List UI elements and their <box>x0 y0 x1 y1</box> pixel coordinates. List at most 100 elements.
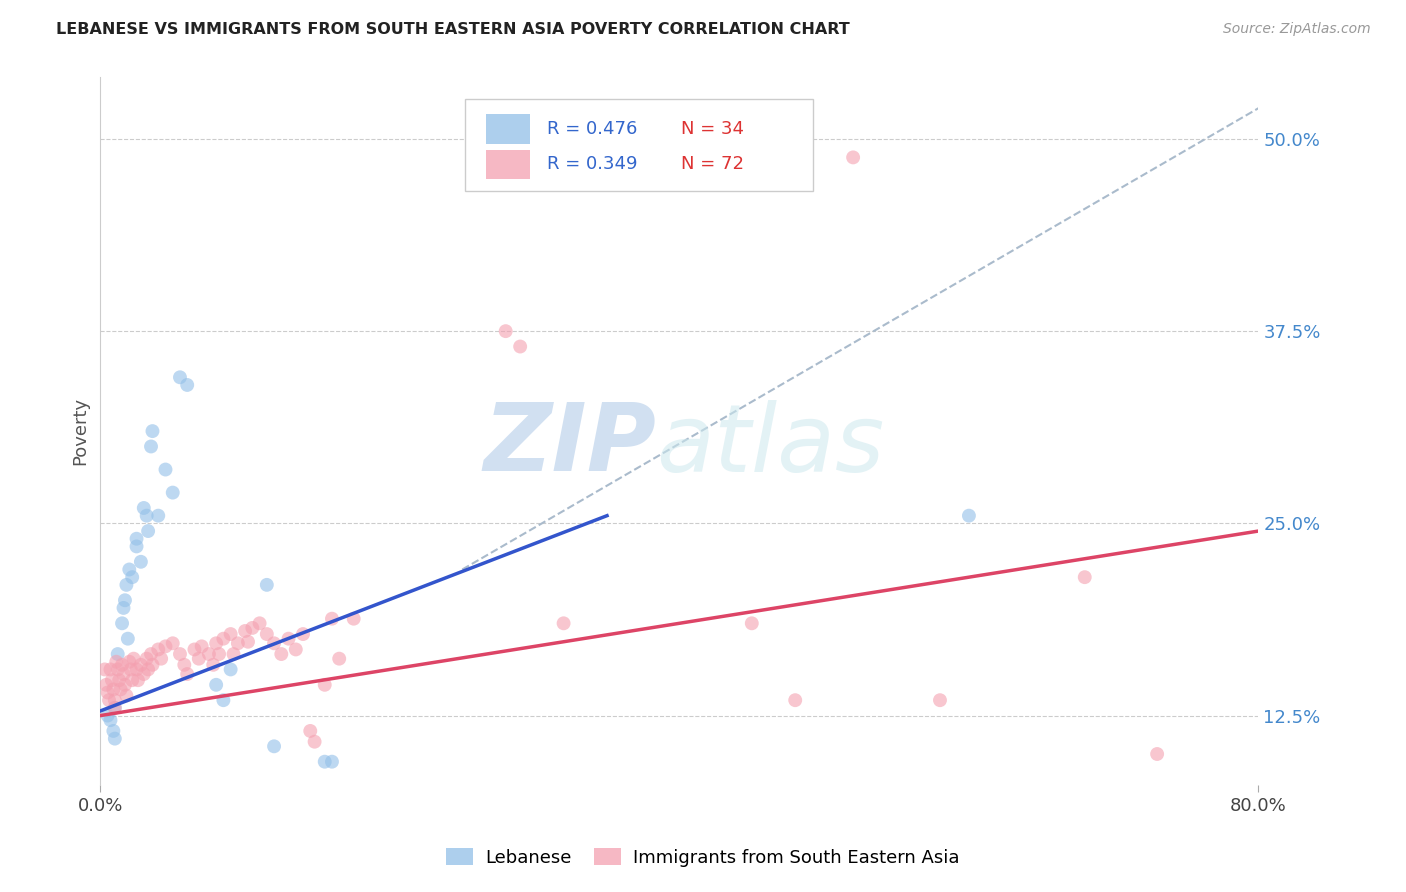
Point <box>132 667 155 681</box>
Point <box>112 667 135 681</box>
Point <box>314 678 336 692</box>
Point <box>212 632 235 646</box>
Point <box>104 701 127 715</box>
Point <box>222 647 245 661</box>
Point <box>104 693 127 707</box>
Legend: Lebanese, Immigrants from South Eastern Asia: Lebanese, Immigrants from South Eastern … <box>439 841 967 874</box>
Point <box>219 627 242 641</box>
FancyBboxPatch shape <box>486 114 530 144</box>
Point <box>187 651 209 665</box>
Point <box>155 462 177 476</box>
Point <box>240 621 263 635</box>
Point <box>236 634 259 648</box>
Point <box>111 657 134 672</box>
FancyBboxPatch shape <box>486 150 530 179</box>
Point <box>150 651 173 665</box>
Point <box>125 662 148 676</box>
Point <box>100 713 122 727</box>
Point <box>343 612 366 626</box>
Point <box>108 673 131 688</box>
Point <box>148 642 170 657</box>
Text: ZIP: ZIP <box>484 400 657 491</box>
Point <box>249 616 271 631</box>
Point <box>190 640 212 654</box>
Text: N = 34: N = 34 <box>681 120 744 138</box>
Point <box>115 578 138 592</box>
Point <box>103 723 125 738</box>
Point <box>107 662 129 676</box>
Point <box>233 624 256 638</box>
Point <box>94 678 117 692</box>
Point <box>321 755 343 769</box>
Text: Source: ZipAtlas.com: Source: ZipAtlas.com <box>1223 22 1371 37</box>
Point <box>97 685 120 699</box>
Point <box>741 616 763 631</box>
Point <box>103 682 125 697</box>
Point <box>105 655 128 669</box>
Point <box>118 655 141 669</box>
Point <box>304 735 326 749</box>
Point <box>104 731 127 746</box>
Point <box>169 370 191 384</box>
Point <box>101 673 124 688</box>
Point <box>198 647 221 661</box>
Point <box>176 378 198 392</box>
Point <box>1074 570 1097 584</box>
Point <box>169 647 191 661</box>
Point <box>929 693 952 707</box>
Point <box>299 723 322 738</box>
Point <box>112 601 135 615</box>
Point <box>256 627 278 641</box>
Point <box>120 662 142 676</box>
Point <box>114 678 136 692</box>
Point <box>148 508 170 523</box>
Point <box>155 640 177 654</box>
Point <box>263 636 285 650</box>
Point <box>141 657 163 672</box>
Point <box>132 500 155 515</box>
Point <box>139 440 162 454</box>
Point <box>277 632 299 646</box>
Point <box>129 657 152 672</box>
Point <box>495 324 517 338</box>
Point <box>139 647 162 661</box>
Text: R = 0.349: R = 0.349 <box>547 155 638 173</box>
Text: R = 0.476: R = 0.476 <box>547 120 638 138</box>
Point <box>509 339 531 353</box>
Point <box>118 562 141 576</box>
Point <box>321 612 343 626</box>
Point <box>957 508 980 523</box>
Point <box>553 616 575 631</box>
Point <box>104 701 127 715</box>
Point <box>125 540 148 554</box>
Point <box>121 673 143 688</box>
Point <box>328 651 350 665</box>
Point <box>176 667 198 681</box>
Point <box>127 673 149 688</box>
Point <box>135 651 157 665</box>
Point <box>208 647 231 661</box>
Point <box>270 647 292 661</box>
Text: atlas: atlas <box>657 400 884 491</box>
Point <box>292 627 315 641</box>
Point <box>212 693 235 707</box>
Y-axis label: Poverty: Poverty <box>72 397 89 465</box>
Point <box>141 424 163 438</box>
Point <box>125 532 148 546</box>
Point <box>111 616 134 631</box>
Point <box>263 739 285 754</box>
Text: LEBANESE VS IMMIGRANTS FROM SOUTH EASTERN ASIA POVERTY CORRELATION CHART: LEBANESE VS IMMIGRANTS FROM SOUTH EASTER… <box>56 22 851 37</box>
Point <box>205 636 228 650</box>
Point <box>842 150 865 164</box>
Point <box>1146 747 1168 761</box>
Point <box>135 508 157 523</box>
Point <box>97 708 120 723</box>
Point <box>256 578 278 592</box>
Point <box>136 524 159 538</box>
Point <box>136 662 159 676</box>
Point <box>785 693 807 707</box>
Point <box>100 662 122 676</box>
Point <box>110 682 132 697</box>
Point <box>117 632 139 646</box>
Point <box>162 485 184 500</box>
